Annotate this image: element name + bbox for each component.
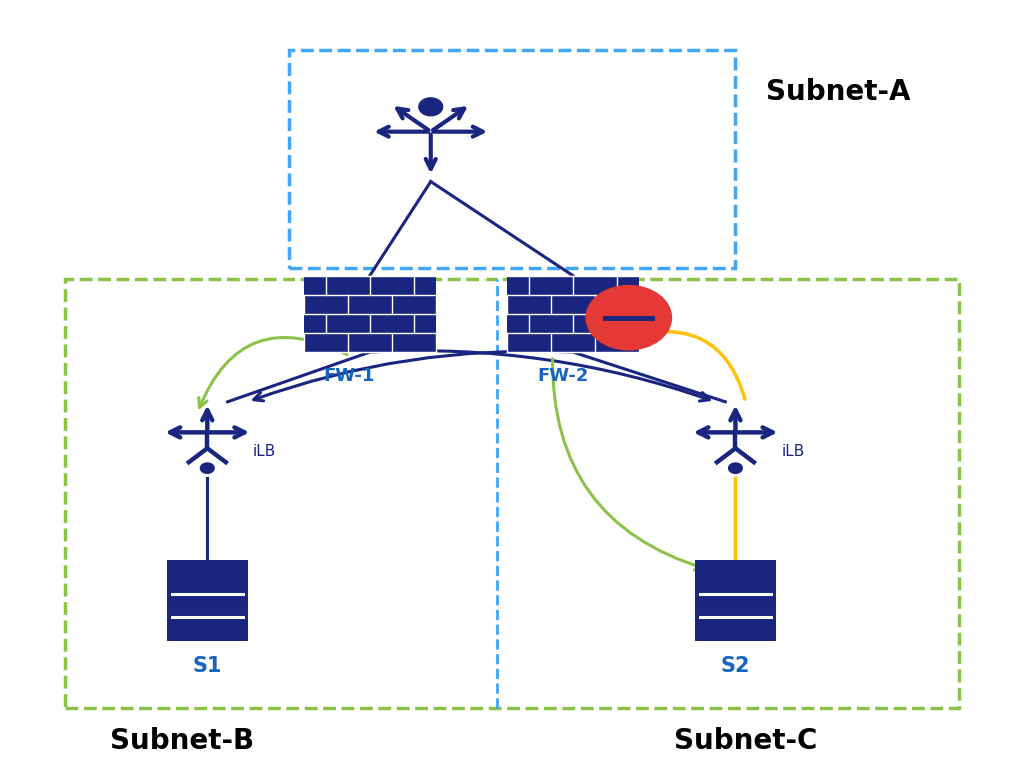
- Text: FW-2: FW-2: [538, 367, 589, 386]
- Text: FW-1: FW-1: [324, 367, 375, 386]
- Text: S1: S1: [193, 656, 222, 676]
- Text: S2: S2: [721, 656, 751, 676]
- Bar: [167, 560, 248, 641]
- Text: Subnet-C: Subnet-C: [674, 727, 817, 754]
- Bar: [695, 560, 776, 641]
- Circle shape: [729, 463, 742, 473]
- Text: iLB: iLB: [253, 444, 276, 459]
- Text: Subnet-B: Subnet-B: [110, 727, 254, 754]
- Text: Subnet-A: Subnet-A: [766, 78, 910, 106]
- Bar: [289, 50, 735, 268]
- Bar: [507, 276, 639, 352]
- Text: iLB: iLB: [781, 444, 805, 459]
- Bar: [66, 280, 958, 707]
- Circle shape: [201, 463, 214, 473]
- Bar: [304, 276, 436, 352]
- Circle shape: [586, 285, 672, 350]
- Circle shape: [419, 98, 442, 116]
